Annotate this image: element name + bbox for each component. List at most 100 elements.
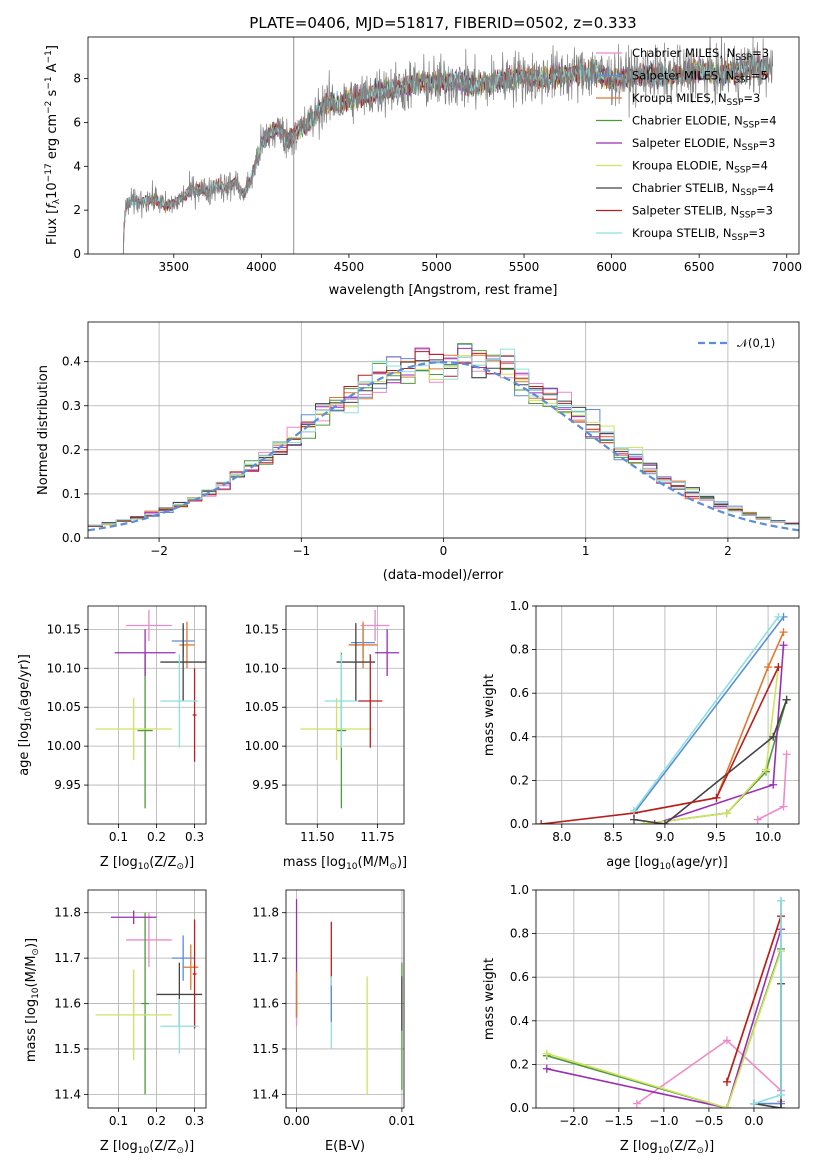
y-tick-label: 10.05 xyxy=(245,700,279,714)
massweight-line xyxy=(644,666,780,824)
x-tick-label: 0.00 xyxy=(283,1114,310,1128)
observed-spectrum-line xyxy=(121,37,774,254)
x-tick-label: 9.5 xyxy=(707,830,726,844)
x-tick-label: 0.2 xyxy=(147,830,166,844)
massweight-marker xyxy=(774,663,783,672)
x-axis-label: age [log10(age/yr)] xyxy=(606,855,728,872)
massweight-marker xyxy=(769,780,778,789)
massweight-marker xyxy=(776,1104,785,1108)
x-tick-label: 7000 xyxy=(771,260,802,274)
massweight-line xyxy=(633,699,788,824)
x-tick-label: 6500 xyxy=(684,260,715,274)
y-tick-label: 0.4 xyxy=(62,355,81,369)
massweight-marker xyxy=(712,793,721,802)
massweight-marker xyxy=(749,1099,758,1108)
legend-entry: Salpeter ELODIE, NSSP=3 xyxy=(632,136,775,153)
x-tick-label: 11.50 xyxy=(300,830,334,844)
y-tick-label: 2 xyxy=(73,203,81,217)
y-tick-label: 0.4 xyxy=(510,730,529,744)
massweight-line xyxy=(754,900,782,1105)
y-tick-label: 0.2 xyxy=(510,1057,529,1071)
massweight-line xyxy=(633,616,780,812)
age-vs-metallicity-panel: 0.1 0.2 0.3 9.95 10.00 10.05 10.10 10.15 Z [log1… xyxy=(17,605,207,872)
x-tick-label: 2 xyxy=(724,544,732,558)
plot-area xyxy=(121,37,774,254)
axes: 0.1 0.2 0.3 11.4 11.5 11.6 11.7 11.8 xyxy=(54,889,207,1128)
y-tick-label: 11.6 xyxy=(54,997,81,1011)
legend-entry: Chabrier ELODIE, NSSP=4 xyxy=(632,114,777,131)
grid xyxy=(88,890,206,1108)
y-tick-label: 11.4 xyxy=(54,1087,81,1101)
plot-area xyxy=(300,609,400,809)
x-tick-label: −2 xyxy=(150,544,168,558)
y-tick-label: 11.7 xyxy=(54,951,81,965)
plot-area xyxy=(88,343,799,532)
massweight-marker xyxy=(779,641,788,650)
massweight-line xyxy=(633,631,785,814)
massweight-marker xyxy=(632,1099,641,1108)
y-tick-label: 9.95 xyxy=(252,778,279,792)
y-tick-label: 10.10 xyxy=(245,661,279,675)
x-tick-label: 11.75 xyxy=(360,830,394,844)
y-tick-label: 0.4 xyxy=(510,1014,529,1028)
y-tick-label: 10.00 xyxy=(245,739,279,753)
y-tick-label: 1.0 xyxy=(510,599,529,613)
x-tick-label: −1.0 xyxy=(649,1114,678,1128)
x-axis-label: (data-model)/error xyxy=(383,568,504,583)
y-tick-label: 9.95 xyxy=(54,778,81,792)
axes: −2 −1 0 1 2 0.0 0.1 0.2 0.3 0.4 xyxy=(62,321,800,558)
massweight-marker xyxy=(769,732,778,741)
y-axis-label: age [log10(age/yr)] xyxy=(17,654,34,776)
x-axis-label: E(B-V) xyxy=(325,1139,365,1154)
axes-frame xyxy=(87,36,800,255)
massweight-line xyxy=(541,666,780,824)
massweight-marker xyxy=(660,820,669,824)
x-tick-label: 8.0 xyxy=(552,830,571,844)
x-axis-label: Z [log10(Z/Z⊙)] xyxy=(620,1139,714,1156)
axes: −2.0 −1.5 −1.0 −0.5 0.0 0.0 0.2 0.4 0.6 0.8 1.0 xyxy=(510,883,800,1128)
massweight-marker xyxy=(650,820,659,824)
plot-area xyxy=(537,612,791,824)
y-tick-label: 10.10 xyxy=(47,661,81,675)
x-tick-label: 0.01 xyxy=(389,1114,416,1128)
legend: Chabrier MILES, NSSP=3 Salpeter MILES, NS… xyxy=(596,46,777,243)
grid xyxy=(286,606,404,824)
y-tick-label: 6 xyxy=(73,115,81,129)
massweight-marker xyxy=(776,896,785,905)
legend-entry: Kroupa MILES, NSSP=3 xyxy=(632,91,760,108)
massweight-marker xyxy=(722,1104,731,1108)
massweight-marker xyxy=(782,750,791,759)
legend-entry: Salpeter STELIB, NSSP=3 xyxy=(632,204,773,221)
axes: 0.00 0.01 11.4 11.5 11.6 11.7 11.8 xyxy=(252,889,416,1128)
mass-vs-ebv-panel: 0.00 0.01 11.4 11.5 11.6 11.7 11.8 E(B-V) xyxy=(252,889,416,1154)
y-tick-label: 0.1 xyxy=(62,487,81,501)
residuals-panel: −2 −1 0 1 2 0.0 0.1 0.2 0.3 0.4 (data-model)/error… xyxy=(36,321,800,583)
y-tick-label: 11.5 xyxy=(252,1042,279,1056)
massweight-line xyxy=(757,754,788,821)
y-tick-label: 11.8 xyxy=(54,906,81,920)
y-tick-label: 0.6 xyxy=(510,686,529,700)
y-tick-label: 0.6 xyxy=(510,970,529,984)
chart-title: PLATE=0406, MJD=51817, FIBERID=0502, z=0… xyxy=(249,14,636,32)
y-axis-label: mass weight xyxy=(482,674,497,756)
x-tick-label: 0.1 xyxy=(109,830,128,844)
legend-entry: Chabrier STELIB, NSSP=4 xyxy=(632,181,774,198)
grid xyxy=(286,890,404,1108)
y-tick-label: 11.4 xyxy=(252,1087,279,1101)
residual-histogram xyxy=(88,348,799,526)
axes: 11.50 11.75 9.95 10.00 10.05 10.10 10.15 xyxy=(245,605,405,844)
y-tick-label: 11.6 xyxy=(252,997,279,1011)
x-tick-label: 6000 xyxy=(596,260,627,274)
axes-frame xyxy=(87,605,207,825)
age-vs-mass-panel: 11.50 11.75 9.95 10.00 10.05 10.10 10.15 mass [… xyxy=(245,605,407,872)
massweight-marker xyxy=(776,1090,785,1099)
y-axis-label: Flux [fλ10−17 erg cm−2 s−1 A−1] xyxy=(44,45,62,245)
axes: 0.1 0.2 0.3 9.95 10.00 10.05 10.10 10.15 xyxy=(47,605,207,844)
spectrum-panel: 3500 4000 4500 5000 5500 6000 6500 7000 0 2 4 6 8 PLA… xyxy=(44,14,802,298)
y-axis-label: mass [log10(M/M⊙)] xyxy=(24,938,41,1062)
axes-frame xyxy=(535,889,800,1109)
legend-entry: Kroupa STELIB, NSSP=3 xyxy=(632,226,765,243)
y-tick-label: 10.00 xyxy=(47,739,81,753)
massweight-marker xyxy=(782,695,791,704)
